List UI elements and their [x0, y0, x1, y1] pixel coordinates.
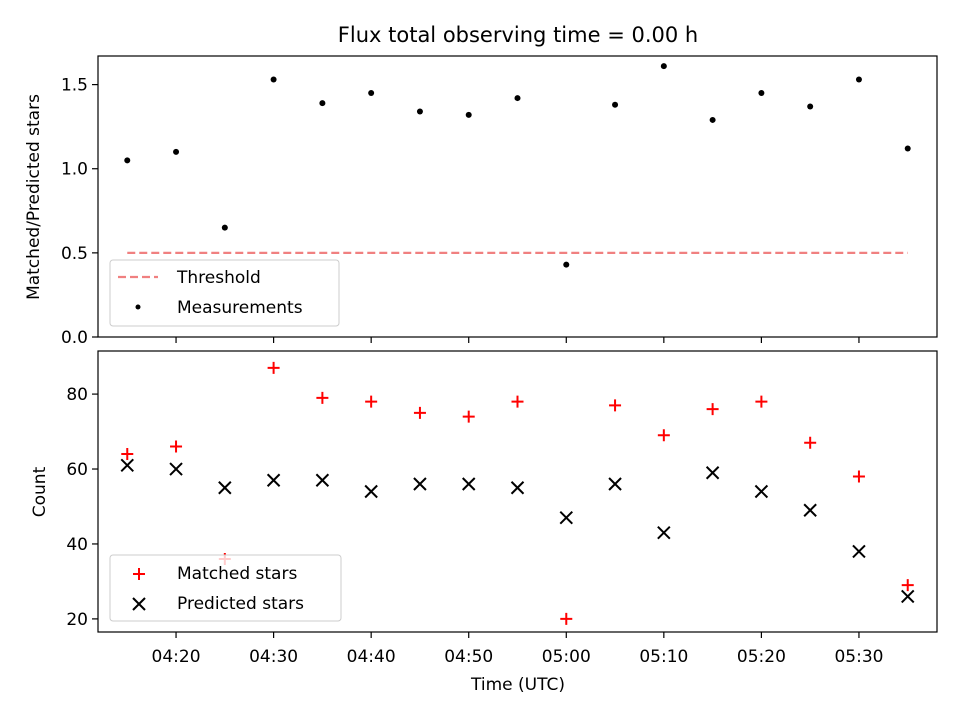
- top-panel: Flux total observing time = 0.00 h 0.00.…: [24, 23, 938, 348]
- predicted-star-point: [120, 458, 134, 472]
- matched-star-point: [413, 406, 426, 419]
- measurement-point: [465, 111, 472, 118]
- predicted-star-point: [510, 481, 525, 495]
- matched-legend-label: Matched stars: [177, 564, 297, 584]
- x-tick-label: 05:10: [639, 647, 688, 667]
- x-tick-label: 05:00: [542, 647, 591, 667]
- x-tick-label: 05:30: [834, 647, 883, 667]
- measurement-point: [758, 90, 765, 97]
- bottom-y-tick-label: 40: [66, 535, 88, 555]
- x-tick-label: 04:50: [444, 647, 493, 667]
- threshold-legend-label: Threshold: [176, 268, 261, 288]
- predicted-star-point: [413, 477, 427, 491]
- x-tick-label: 04:30: [249, 647, 298, 667]
- matched-star-point: [901, 579, 914, 592]
- measurement-point: [270, 76, 277, 83]
- predicted-star-point: [364, 484, 378, 499]
- predicted-star-point: [169, 462, 183, 476]
- predicted-star-point: [754, 484, 769, 499]
- top-y-tick-label: 0.0: [61, 328, 88, 348]
- bottom-y-tick-label: 60: [66, 460, 88, 480]
- predicted-legend-swatch: [132, 597, 146, 611]
- predicted-star-point: [462, 477, 476, 491]
- bottom-y-axis-label: Count: [30, 466, 50, 517]
- chart-title: Flux total observing time = 0.00 h: [338, 23, 698, 47]
- matched-star-point: [706, 403, 719, 416]
- measurement-point: [221, 224, 228, 231]
- x-tick-label: 04:40: [347, 647, 396, 667]
- matched-star-point: [316, 391, 329, 404]
- measurement-point: [709, 116, 716, 123]
- top-x-ticks: [175, 337, 860, 343]
- matched-star-point: [609, 399, 622, 412]
- measurement-point: [904, 145, 911, 152]
- matched-star-point: [170, 440, 183, 453]
- measurement-point: [660, 63, 667, 70]
- top-y-axis-label: Matched/Predicted stars: [24, 94, 44, 300]
- x-axis-label: Time (UTC): [470, 675, 565, 695]
- bottom-y-ticks: 20 40 60 80: [66, 385, 98, 630]
- measurement-point: [319, 100, 326, 107]
- top-y-tick-label: 1.5: [61, 76, 88, 96]
- matched-star-point: [462, 410, 475, 423]
- top-y-tick-label: 0.5: [61, 244, 88, 264]
- x-tick-label: 05:20: [737, 647, 786, 667]
- predicted-star-point: [266, 473, 281, 487]
- predicted-star-point: [657, 526, 671, 540]
- predicted-star-point: [218, 481, 232, 495]
- matched-star-point: [852, 470, 865, 483]
- measurement-point: [612, 101, 619, 108]
- predicted-star-point: [559, 511, 573, 525]
- bottom-x-ticks: 04:20 04:30 04:40 04:50 05:00 05:10 05:20 05:30: [152, 632, 883, 667]
- predicted-star-point: [901, 589, 915, 604]
- measurement-point: [368, 90, 375, 97]
- matched-star-point: [804, 436, 817, 449]
- top-y-ticks: 0.0 0.5 1.0 1.5: [61, 76, 98, 348]
- bottom-y-tick-label: 20: [66, 610, 88, 630]
- measurements-legend-label: Measurements: [177, 298, 303, 318]
- top-marks: [124, 63, 911, 268]
- matched-star-point: [755, 395, 768, 408]
- bottom-marks: [120, 361, 915, 625]
- top-y-tick-label: 1.0: [61, 160, 88, 180]
- predicted-star-point: [852, 544, 866, 559]
- predicted-star-point: [315, 473, 330, 487]
- measurement-point: [855, 76, 862, 83]
- predicted-star-point: [608, 477, 622, 491]
- measurement-point: [124, 157, 131, 164]
- predicted-star-point: [705, 466, 720, 480]
- measurement-point: [416, 108, 423, 115]
- bottom-plot-frame: [97, 350, 938, 633]
- top-plot-frame: [97, 55, 938, 338]
- bottom-y-tick-label: 80: [66, 385, 88, 405]
- top-legend: Threshold Measurements: [109, 259, 340, 327]
- top-legend-box: [109, 259, 340, 327]
- measurement-point: [514, 95, 521, 102]
- matched-star-point: [365, 395, 378, 408]
- matched-star-point: [267, 361, 280, 374]
- matched-star-point: [657, 429, 670, 442]
- matched-star-point: [511, 395, 524, 408]
- predicted-legend-label: Predicted stars: [177, 594, 304, 614]
- measurement-point: [173, 148, 180, 155]
- measurement-point: [563, 261, 570, 268]
- matched-star-point: [560, 612, 573, 625]
- predicted-star-point: [803, 503, 817, 517]
- measurement-point: [807, 103, 814, 110]
- x-tick-label: 04:20: [152, 647, 201, 667]
- bottom-legend-box: [109, 554, 342, 622]
- matched-legend-swatch: [133, 568, 145, 580]
- measurements-legend-swatch: [135, 304, 141, 310]
- matched-star-point: [121, 448, 134, 461]
- bottom-legend: Matched stars Predicted stars: [109, 554, 342, 622]
